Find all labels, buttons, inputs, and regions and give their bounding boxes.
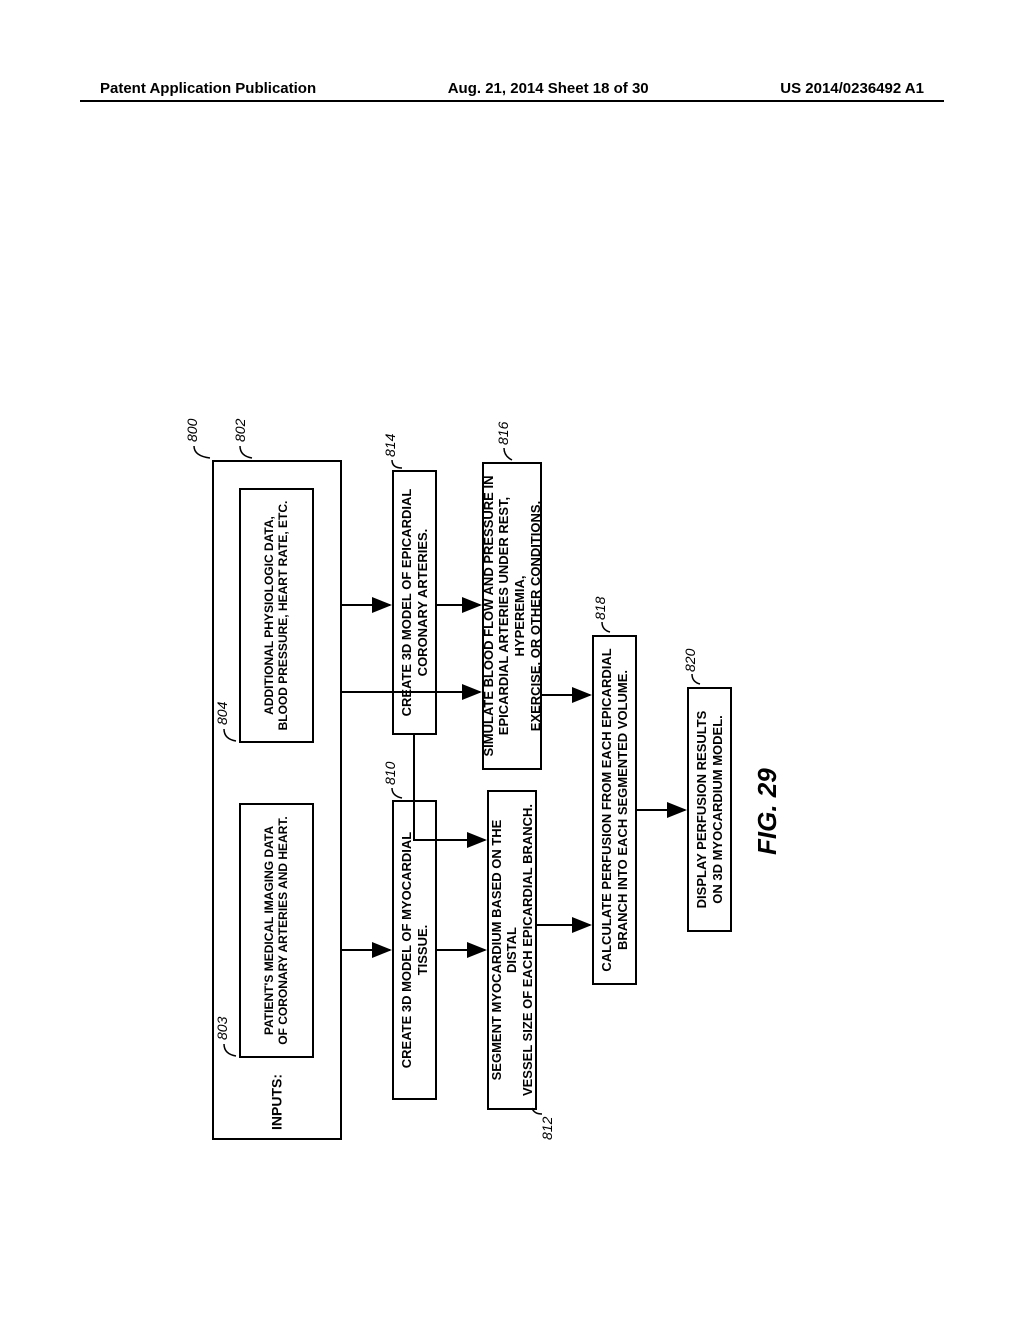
ref-802: 802 bbox=[232, 419, 248, 442]
ref-804: 804 bbox=[214, 702, 230, 725]
box-820: DISPLAY PERFUSION RESULTS ON 3D MYOCARDI… bbox=[687, 687, 732, 932]
box-818-text: CALCULATE PERFUSION FROM EACH EPICARDIAL… bbox=[599, 648, 630, 971]
box-803: PATIENT'S MEDICAL IMAGING DATA OF CORONA… bbox=[239, 803, 314, 1058]
figure-label: FIG. 29 bbox=[752, 768, 783, 855]
box-820-text: DISPLAY PERFUSION RESULTS ON 3D MYOCARDI… bbox=[694, 711, 725, 909]
box-814: CREATE 3D MODEL OF EPICARDIAL CORONARY A… bbox=[392, 470, 437, 735]
inputs-box: INPUTS: PATIENT'S MEDICAL IMAGING DATA O… bbox=[212, 460, 342, 1140]
box-816: SIMULATE BLOOD FLOW AND PRESSURE IN EPIC… bbox=[482, 462, 542, 770]
header-line bbox=[80, 100, 944, 102]
ref-818: 818 bbox=[592, 597, 608, 620]
header-center: Aug. 21, 2014 Sheet 18 of 30 bbox=[448, 80, 649, 97]
ref-812: 812 bbox=[539, 1117, 555, 1140]
box-816-text: SIMULATE BLOOD FLOW AND PRESSURE IN EPIC… bbox=[481, 470, 543, 762]
header-right: US 2014/0236492 A1 bbox=[780, 80, 924, 97]
box-804: ADDITIONAL PHYSIOLOGIC DATA, BLOOD PRESS… bbox=[239, 488, 314, 743]
ref-814: 814 bbox=[382, 434, 398, 457]
flowchart: INPUTS: PATIENT'S MEDICAL IMAGING DATA O… bbox=[192, 180, 832, 1140]
ref-820: 820 bbox=[682, 649, 698, 672]
box-818: CALCULATE PERFUSION FROM EACH EPICARDIAL… bbox=[592, 635, 637, 985]
box-810-text: CREATE 3D MODEL OF MYOCARDIAL TISSUE. bbox=[399, 808, 430, 1092]
ref-800: 800 bbox=[184, 419, 200, 442]
ref-816: 816 bbox=[495, 422, 511, 445]
box-810: CREATE 3D MODEL OF MYOCARDIAL TISSUE. bbox=[392, 800, 437, 1100]
box-814-text: CREATE 3D MODEL OF EPICARDIAL CORONARY A… bbox=[399, 489, 430, 717]
box-812: SEGMENT MYOCARDIUM BASED ON THE DISTAL V… bbox=[487, 790, 537, 1110]
header-left: Patent Application Publication bbox=[100, 80, 316, 97]
box-803-text: PATIENT'S MEDICAL IMAGING DATA OF CORONA… bbox=[263, 816, 291, 1044]
ref-803: 803 bbox=[214, 1017, 230, 1040]
box-812-text: SEGMENT MYOCARDIUM BASED ON THE DISTAL V… bbox=[489, 798, 536, 1102]
inputs-label: INPUTS: bbox=[269, 1074, 286, 1130]
ref-810: 810 bbox=[382, 762, 398, 785]
box-804-text: ADDITIONAL PHYSIOLOGIC DATA, BLOOD PRESS… bbox=[263, 501, 291, 731]
